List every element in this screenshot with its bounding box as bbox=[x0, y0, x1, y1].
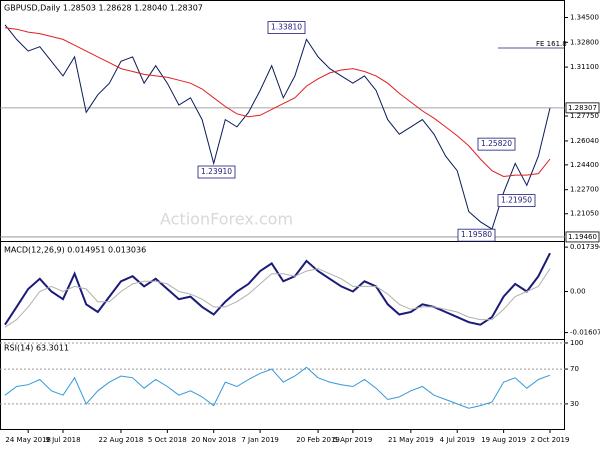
x-tick-label: 5 Oct 2018 bbox=[148, 436, 187, 444]
x-tick-label: 7 Jan 2019 bbox=[241, 436, 279, 444]
y-tick-label: 70 bbox=[570, 365, 579, 373]
x-tick-label: 21 May 2019 bbox=[388, 436, 434, 444]
annotation-label: 1.25820 bbox=[481, 139, 512, 148]
plot-frame bbox=[0, 0, 565, 430]
x-tick-label: 24 May 2018 bbox=[5, 436, 51, 444]
x-tick-label: 2 Oct 2019 bbox=[531, 436, 570, 444]
series-line bbox=[4, 27, 551, 178]
y-tick-label: 1.22700 bbox=[570, 186, 599, 194]
price-box bbox=[565, 231, 600, 243]
annotation-label: 1.19580 bbox=[461, 230, 492, 239]
y-tick-label: 1.31100 bbox=[570, 63, 599, 71]
annotation-box bbox=[457, 228, 496, 242]
x-tick-label: 20 Feb 2019 bbox=[296, 436, 340, 444]
x-tick-label: 5 Apr 2019 bbox=[333, 436, 372, 444]
series-line bbox=[4, 252, 551, 326]
x-tick-label: 19 Aug 2019 bbox=[481, 436, 526, 444]
series-line bbox=[4, 268, 551, 328]
y-tick-label: 0.00 bbox=[570, 288, 586, 296]
price-box bbox=[565, 102, 600, 114]
y-tick-label: 100 bbox=[570, 339, 583, 347]
annotation-box bbox=[267, 21, 306, 34]
watermark: ActionForex.com bbox=[160, 210, 293, 229]
x-tick-label: 4 Jul 2019 bbox=[440, 436, 475, 444]
y-tick-label: 0.017394 bbox=[570, 243, 600, 251]
annotation-label: 1.33810 bbox=[271, 23, 302, 32]
y-tick-label: 1.21050 bbox=[570, 210, 599, 218]
panel-title: MACD(12,26,9) 0.014951 0.013036 bbox=[4, 246, 146, 255]
annotation-box bbox=[497, 194, 536, 208]
y-tick-label: 1.26040 bbox=[570, 137, 599, 145]
x-tick-label: 22 Aug 2018 bbox=[99, 436, 144, 444]
y-tick-label: 1.32800 bbox=[570, 38, 599, 46]
y-tick-label: 30 bbox=[570, 400, 579, 408]
annotation-label: 1.21950 bbox=[501, 196, 532, 205]
y-tick-label: 1.27750 bbox=[570, 112, 599, 120]
panel-title: GBPUSD,Daily 1.28503 1.28628 1.28040 1.2… bbox=[4, 4, 203, 13]
annotation-label: 1.23910 bbox=[201, 167, 232, 176]
panel-title: RSI(14) 63.3011 bbox=[4, 344, 69, 353]
y-tick-label: 1.34500 bbox=[570, 14, 599, 22]
y-tick-label: 1.24400 bbox=[570, 161, 599, 169]
series-line bbox=[4, 24, 551, 230]
x-tick-label: 9 Jul 2018 bbox=[45, 436, 80, 444]
y-tick-label: -0.016078 bbox=[570, 329, 600, 337]
fib-label: FE 161.8 bbox=[536, 40, 567, 48]
x-tick-label: 20 Nov 2018 bbox=[191, 436, 236, 444]
annotation-box bbox=[197, 165, 236, 179]
series-line bbox=[4, 366, 551, 409]
annotation-box bbox=[477, 137, 516, 151]
price-label: 1.19460 bbox=[568, 233, 597, 241]
price-label: 1.28307 bbox=[568, 104, 597, 112]
